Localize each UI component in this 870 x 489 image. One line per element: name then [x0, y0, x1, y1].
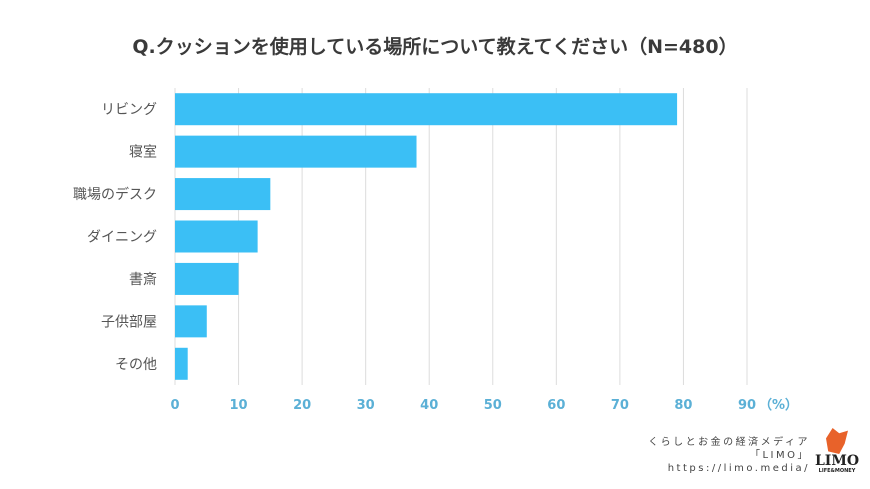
- category-label: リビング: [101, 102, 157, 118]
- x-tick-label: 30: [357, 398, 375, 413]
- bar: [175, 93, 678, 126]
- credit-text: くらしとお金の経済メディア 「LIMO」 https://limo.media/: [648, 436, 810, 475]
- bar: [175, 135, 417, 168]
- bar: [175, 262, 239, 295]
- bar: [175, 178, 271, 211]
- x-unit-label: （%）: [759, 397, 798, 413]
- x-tick-label: 20: [293, 398, 311, 413]
- x-tick-label: 90: [738, 398, 756, 413]
- x-tick-label: 40: [420, 398, 438, 413]
- x-tick-label: 80: [674, 398, 692, 413]
- chart-title: Q.クッションを使用している場所について教えてください（N=480）: [132, 36, 738, 58]
- category-label: その他: [115, 357, 157, 373]
- fox-logo-icon: [826, 428, 848, 454]
- category-label: 書斎: [129, 271, 157, 288]
- credit-url: https://limo.media/: [667, 463, 810, 474]
- credit-line-1: くらしとお金の経済メディア: [648, 437, 810, 448]
- limo-logo: LIMO LIFE&MONEY: [812, 428, 862, 474]
- category-label: 職場のデスク: [73, 186, 157, 203]
- category-label: ダイニング: [87, 230, 157, 246]
- logo-name: LIMO: [814, 453, 860, 469]
- x-tick-label: 70: [611, 398, 629, 413]
- logo-sub: LIFE&MONEY: [818, 468, 856, 474]
- x-tick-label: 50: [484, 398, 502, 413]
- credit-line-2: 「LIMO」: [749, 450, 810, 461]
- category-label: 寝室: [129, 144, 157, 161]
- category-label: 子供部屋: [101, 314, 157, 330]
- bar: [175, 347, 188, 380]
- x-tick-label: 60: [547, 398, 565, 413]
- x-tick-label: 0: [170, 398, 179, 413]
- bar: [175, 220, 258, 253]
- x-tick-label: 10: [230, 398, 248, 413]
- bar: [175, 305, 207, 338]
